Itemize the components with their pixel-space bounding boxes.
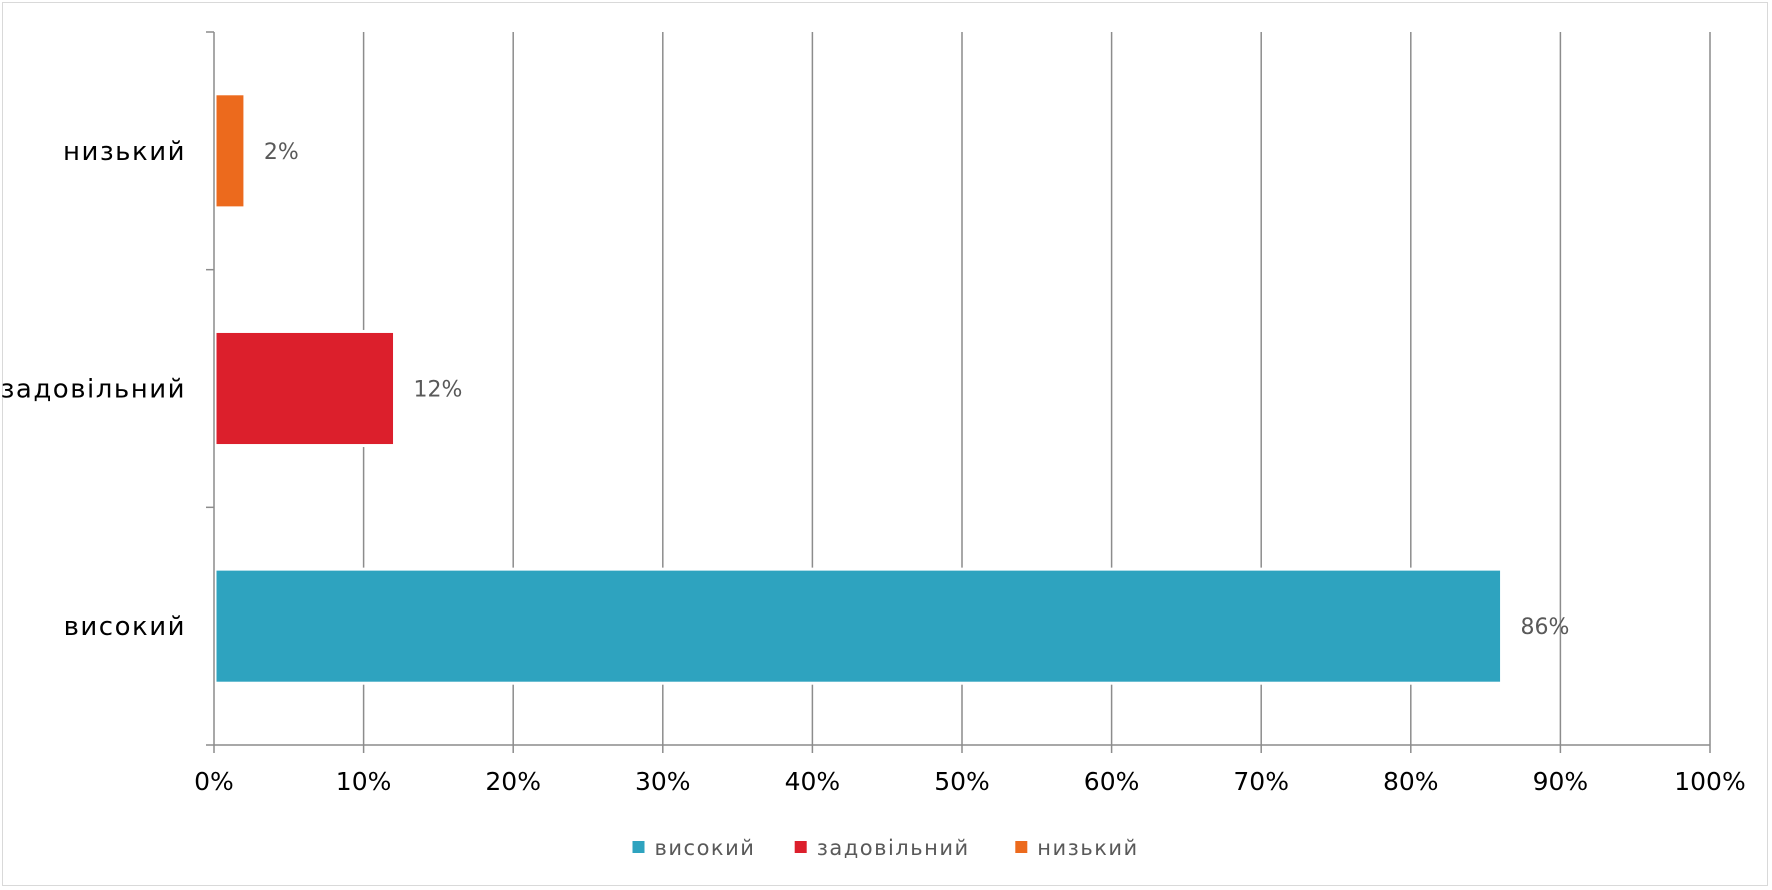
x-tick-label-70: 70% <box>1233 767 1289 796</box>
bars <box>213 92 1504 685</box>
legend-swatch-3 <box>1015 841 1028 853</box>
x-tick-label-30: 30% <box>635 767 691 796</box>
bar-1 <box>213 567 1504 685</box>
category-label-1: високий <box>64 612 186 642</box>
bar-2 <box>213 329 397 448</box>
data-label-2: 12% <box>414 378 463 403</box>
legend-swatch-1 <box>632 841 645 853</box>
legend: високий задовільний низький <box>632 836 1138 860</box>
x-tick-label-10: 10% <box>336 767 392 796</box>
x-tick-label-0: 0% <box>194 767 234 796</box>
axes <box>206 31 1711 753</box>
category-label-3: низький <box>63 137 186 167</box>
x-tick-label-100: 100% <box>1674 767 1745 796</box>
x-tick-label-60: 60% <box>1084 767 1140 796</box>
legend-label-1: високий <box>655 836 756 860</box>
data-label-3: 2% <box>264 140 299 165</box>
legend-swatch-2 <box>794 841 807 853</box>
x-tick-label-80: 80% <box>1383 767 1439 796</box>
x-tick-label-40: 40% <box>785 767 841 796</box>
x-tick-label-50: 50% <box>934 767 990 796</box>
category-label-2: задовільний <box>1 375 186 405</box>
x-tick-label-20: 20% <box>485 767 541 796</box>
legend-label-2: задовільний <box>817 836 970 860</box>
labels: 86% високий 12% задовільний 2% низький 0% 10% 20… <box>1 137 1746 796</box>
data-label-1: 86% <box>1521 615 1570 640</box>
x-tick-label-90: 90% <box>1533 767 1589 796</box>
legend-label-3: низький <box>1037 836 1138 860</box>
bar-3 <box>213 92 247 210</box>
